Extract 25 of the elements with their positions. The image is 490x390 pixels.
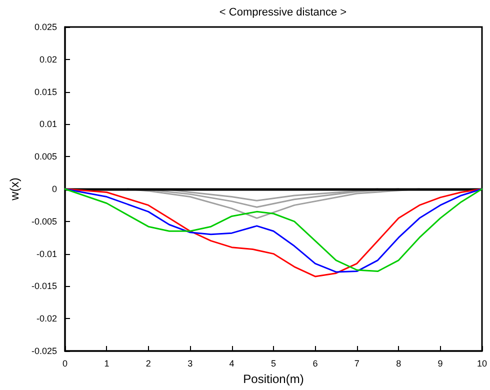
- x-tick-label: 10: [476, 358, 487, 368]
- y-tick-label: -0.02: [36, 314, 57, 324]
- y-tick-label: 0.02: [39, 54, 57, 64]
- x-tick-label: 9: [438, 358, 443, 368]
- x-tick-label: 0: [62, 358, 68, 368]
- y-tick-label: -0.025: [31, 346, 57, 356]
- y-tick-label: 0.01: [39, 119, 57, 130]
- x-axis-title: Position(m): [243, 372, 304, 386]
- y-tick-label: -0.01: [36, 248, 57, 259]
- x-tick-label: 1: [104, 358, 110, 368]
- y-tick-label: -0.005: [31, 216, 57, 226]
- x-tick-label: 8: [396, 358, 402, 368]
- x-tick-label: 5: [270, 358, 276, 368]
- x-tick-label: 4: [229, 358, 234, 368]
- x-tick-label: 7: [354, 358, 360, 368]
- chart-title: < Compressive distance >: [219, 6, 347, 18]
- x-tick-label: 3: [188, 358, 193, 368]
- x-tick-label: 2: [146, 358, 151, 368]
- y-tick-label: 0: [52, 184, 57, 194]
- y-tick-label: -0.015: [31, 281, 57, 292]
- y-tick-label: 0.025: [34, 22, 57, 32]
- y-axis-title: w(x): [8, 178, 22, 202]
- y-tick-label: 0.005: [34, 152, 57, 162]
- y-tick-label: 0.015: [34, 86, 57, 97]
- x-tick-label: 6: [312, 358, 318, 368]
